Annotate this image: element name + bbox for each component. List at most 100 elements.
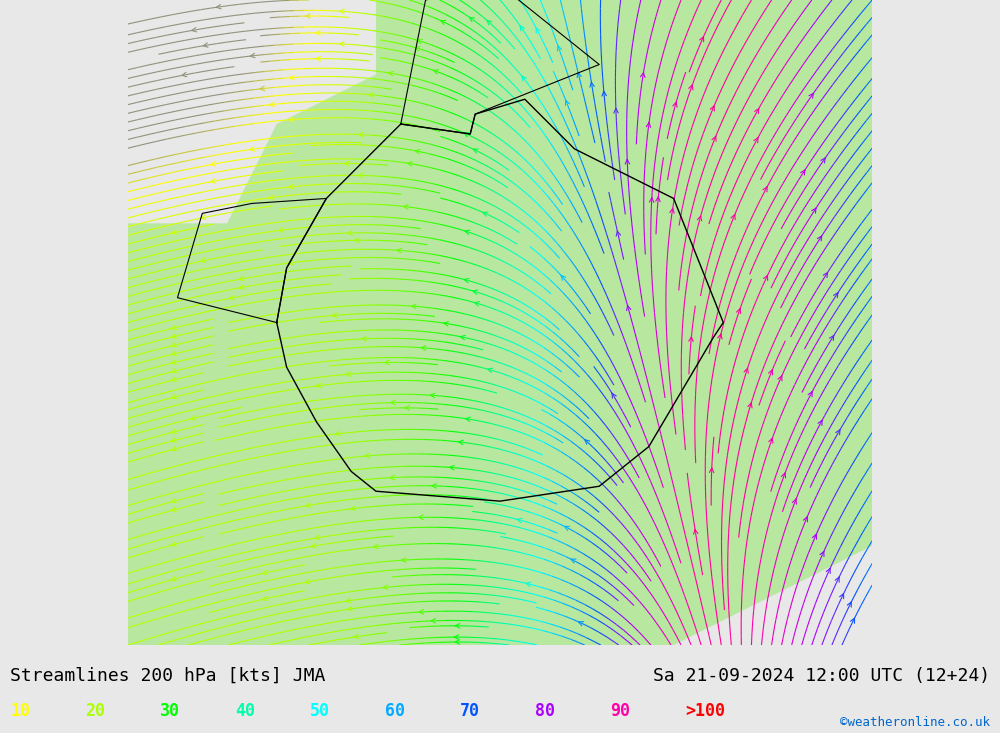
FancyArrowPatch shape — [590, 82, 594, 87]
FancyArrowPatch shape — [289, 185, 293, 189]
FancyArrowPatch shape — [689, 336, 693, 342]
FancyArrowPatch shape — [365, 454, 370, 458]
FancyArrowPatch shape — [585, 440, 590, 444]
FancyArrowPatch shape — [421, 346, 426, 350]
Text: >100: >100 — [685, 701, 725, 720]
FancyArrowPatch shape — [354, 238, 359, 243]
FancyArrowPatch shape — [817, 236, 822, 241]
FancyArrowPatch shape — [764, 276, 768, 281]
FancyArrowPatch shape — [315, 535, 320, 539]
FancyArrowPatch shape — [826, 568, 830, 573]
FancyArrowPatch shape — [744, 368, 748, 373]
FancyArrowPatch shape — [809, 93, 813, 98]
Polygon shape — [674, 546, 872, 645]
FancyArrowPatch shape — [517, 518, 522, 523]
FancyArrowPatch shape — [383, 585, 388, 589]
FancyArrowPatch shape — [404, 205, 408, 209]
FancyArrowPatch shape — [430, 394, 435, 398]
FancyArrowPatch shape — [778, 376, 782, 381]
FancyArrowPatch shape — [415, 47, 420, 51]
FancyArrowPatch shape — [709, 468, 714, 473]
FancyArrowPatch shape — [351, 507, 356, 511]
FancyArrowPatch shape — [230, 295, 234, 300]
FancyArrowPatch shape — [847, 602, 851, 607]
FancyArrowPatch shape — [405, 405, 409, 410]
FancyArrowPatch shape — [419, 515, 423, 520]
FancyArrowPatch shape — [172, 394, 177, 399]
FancyArrowPatch shape — [389, 71, 393, 75]
FancyArrowPatch shape — [571, 559, 576, 563]
FancyArrowPatch shape — [748, 403, 752, 408]
FancyArrowPatch shape — [362, 336, 366, 341]
Text: ©weatheronline.co.uk: ©weatheronline.co.uk — [840, 715, 990, 729]
FancyArrowPatch shape — [289, 117, 294, 122]
FancyArrowPatch shape — [171, 507, 176, 512]
FancyArrowPatch shape — [172, 438, 176, 442]
FancyArrowPatch shape — [201, 258, 206, 262]
FancyArrowPatch shape — [536, 28, 540, 33]
FancyArrowPatch shape — [625, 159, 630, 164]
FancyArrowPatch shape — [305, 579, 310, 583]
FancyArrowPatch shape — [385, 360, 389, 365]
FancyArrowPatch shape — [216, 4, 221, 9]
FancyArrowPatch shape — [818, 420, 822, 425]
FancyArrowPatch shape — [455, 624, 460, 628]
FancyArrowPatch shape — [694, 529, 698, 534]
FancyArrowPatch shape — [171, 542, 176, 546]
FancyArrowPatch shape — [263, 570, 267, 575]
FancyArrowPatch shape — [239, 285, 244, 290]
FancyArrowPatch shape — [487, 21, 492, 25]
FancyArrowPatch shape — [306, 14, 310, 18]
FancyArrowPatch shape — [431, 619, 436, 623]
FancyArrowPatch shape — [579, 622, 584, 626]
FancyArrowPatch shape — [616, 231, 621, 236]
FancyArrowPatch shape — [466, 417, 470, 421]
FancyArrowPatch shape — [332, 313, 337, 317]
FancyArrowPatch shape — [444, 322, 449, 326]
Text: 80: 80 — [535, 701, 555, 720]
FancyArrowPatch shape — [211, 162, 216, 166]
FancyArrowPatch shape — [172, 334, 177, 338]
FancyArrowPatch shape — [754, 138, 758, 143]
FancyArrowPatch shape — [851, 618, 855, 623]
FancyArrowPatch shape — [565, 526, 570, 531]
FancyArrowPatch shape — [646, 122, 651, 128]
FancyArrowPatch shape — [408, 162, 412, 166]
FancyArrowPatch shape — [737, 309, 741, 314]
Text: 90: 90 — [610, 701, 630, 720]
FancyArrowPatch shape — [473, 290, 478, 295]
FancyArrowPatch shape — [464, 133, 469, 137]
FancyArrowPatch shape — [441, 21, 446, 24]
FancyArrowPatch shape — [460, 336, 465, 339]
FancyArrowPatch shape — [627, 306, 631, 311]
FancyArrowPatch shape — [812, 534, 817, 539]
FancyArrowPatch shape — [288, 260, 293, 265]
FancyArrowPatch shape — [836, 430, 840, 435]
FancyArrowPatch shape — [656, 196, 660, 202]
FancyArrowPatch shape — [172, 351, 177, 356]
Text: 30: 30 — [160, 701, 180, 720]
FancyArrowPatch shape — [316, 383, 321, 388]
Text: 60: 60 — [385, 701, 405, 720]
FancyArrowPatch shape — [390, 475, 395, 479]
FancyArrowPatch shape — [602, 92, 606, 96]
FancyArrowPatch shape — [710, 106, 714, 111]
FancyArrowPatch shape — [192, 28, 197, 32]
FancyArrowPatch shape — [374, 545, 378, 549]
FancyArrowPatch shape — [697, 216, 702, 221]
FancyArrowPatch shape — [415, 150, 420, 154]
FancyArrowPatch shape — [316, 56, 321, 61]
FancyArrowPatch shape — [345, 161, 349, 166]
FancyArrowPatch shape — [211, 179, 215, 183]
FancyArrowPatch shape — [769, 438, 773, 443]
Text: 50: 50 — [310, 701, 330, 720]
FancyArrowPatch shape — [182, 73, 187, 77]
Polygon shape — [128, 0, 376, 224]
FancyArrowPatch shape — [250, 147, 255, 151]
FancyArrowPatch shape — [483, 212, 488, 216]
FancyArrowPatch shape — [434, 70, 439, 74]
FancyArrowPatch shape — [250, 54, 255, 58]
FancyArrowPatch shape — [577, 73, 581, 78]
FancyArrowPatch shape — [172, 360, 177, 364]
FancyArrowPatch shape — [475, 302, 479, 306]
